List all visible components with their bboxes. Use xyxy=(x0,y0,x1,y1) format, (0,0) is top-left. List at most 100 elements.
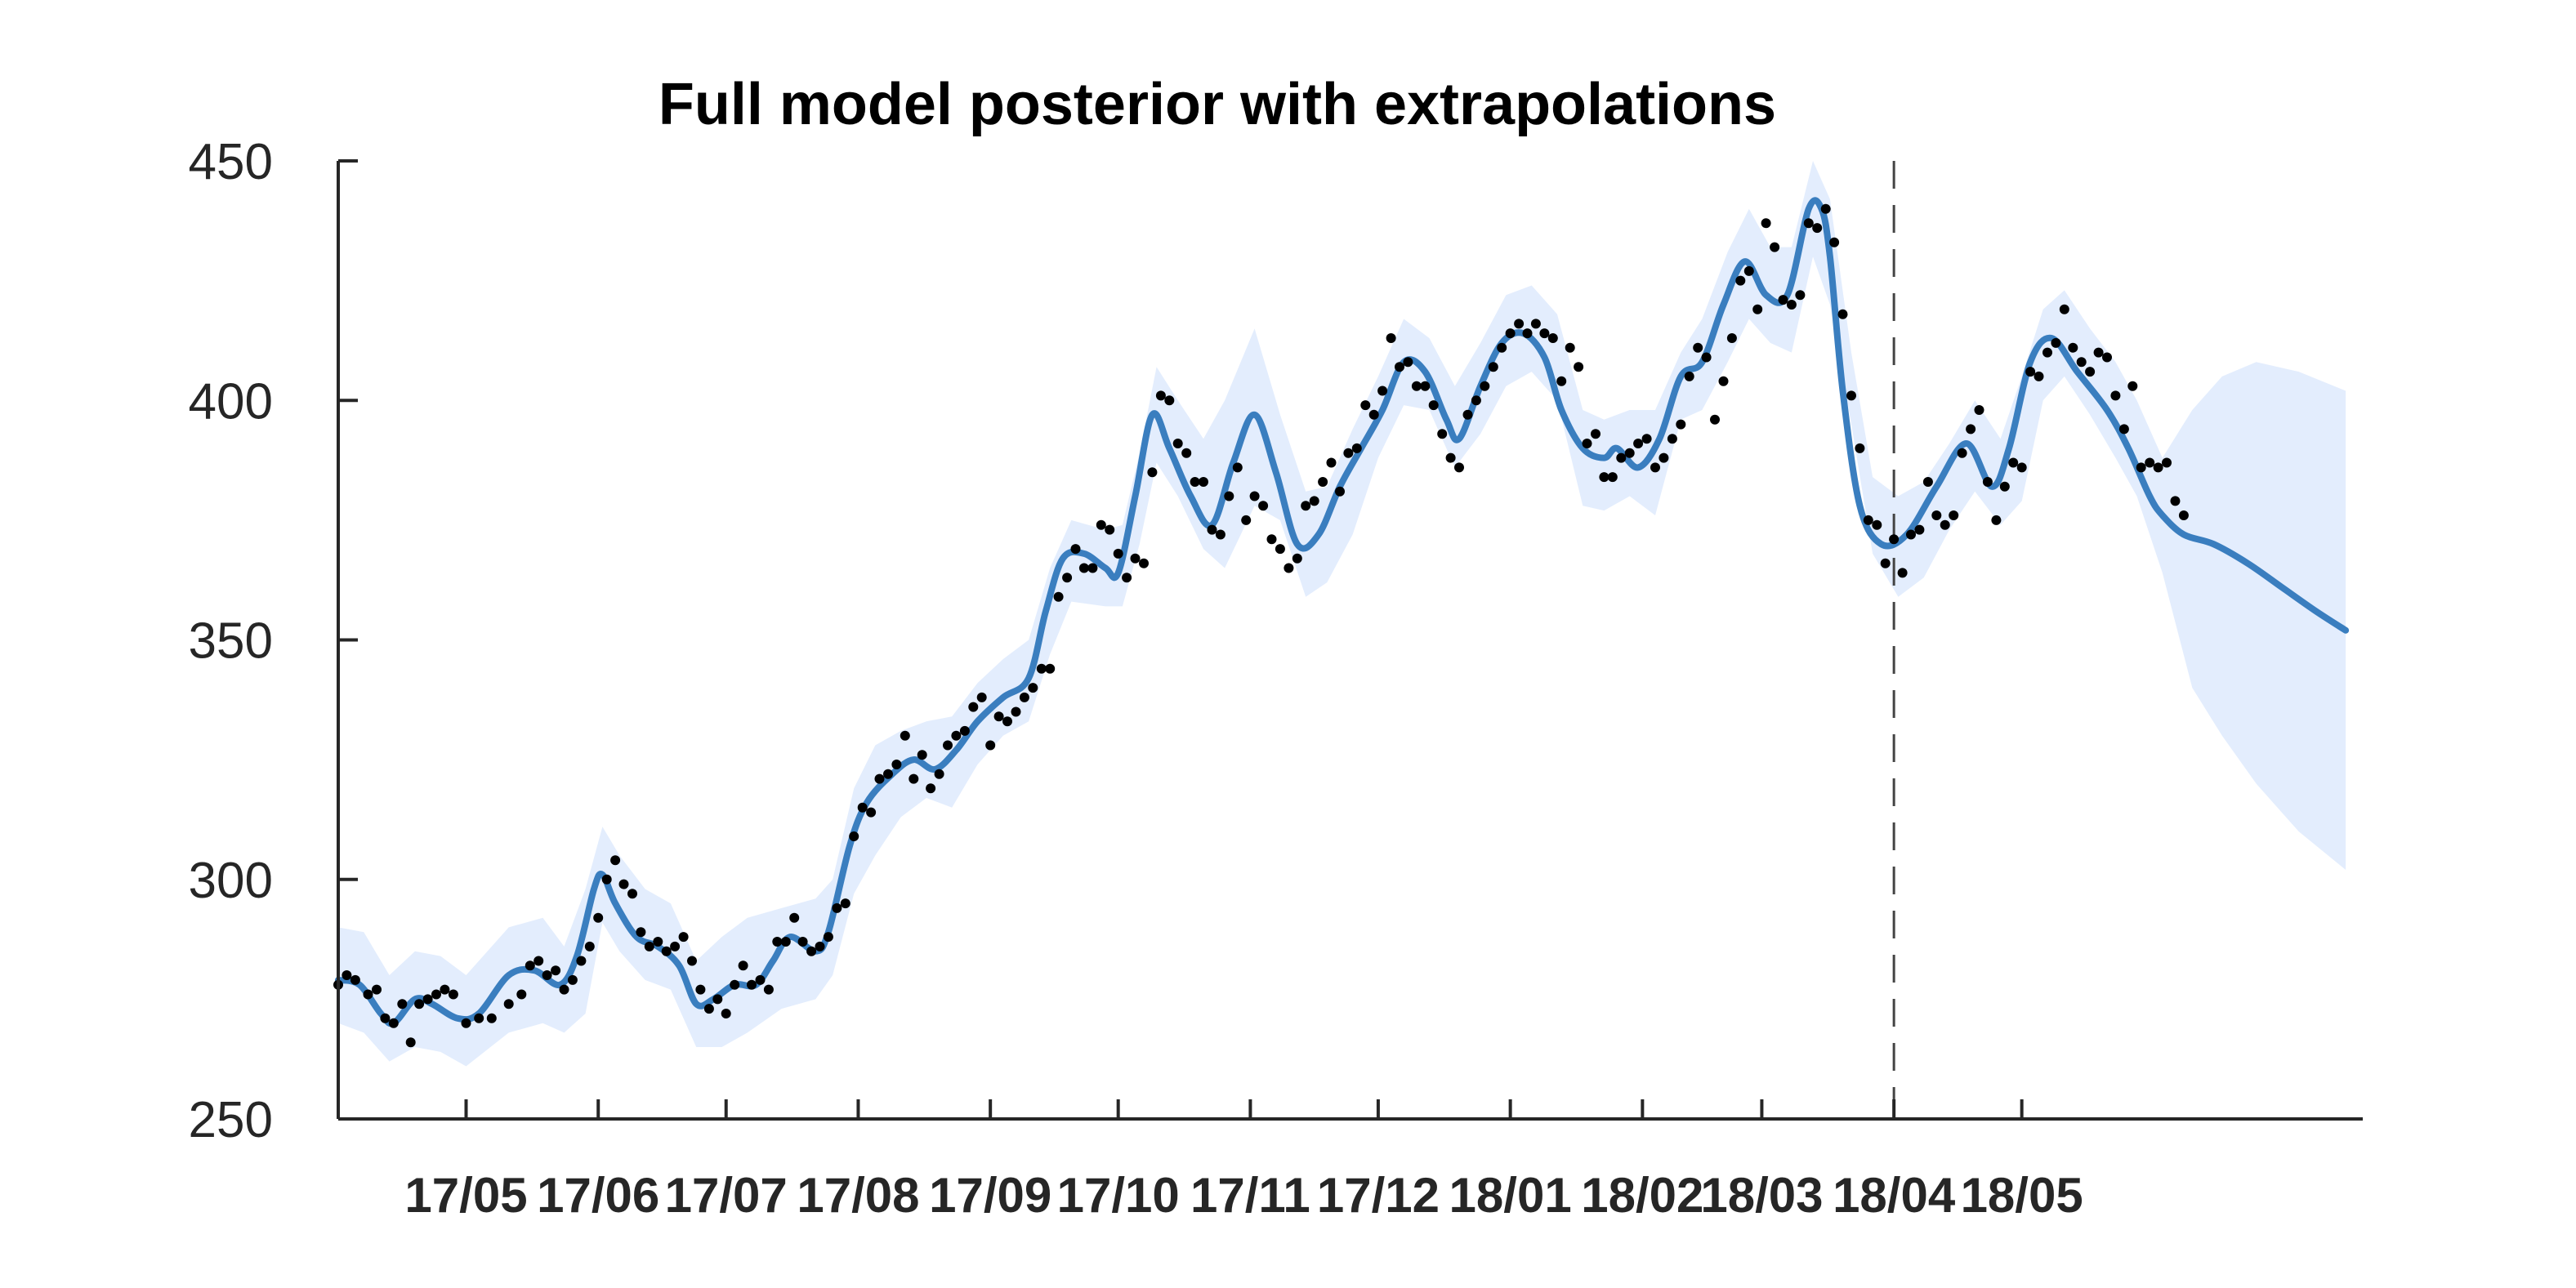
observation-point xyxy=(461,1018,471,1028)
observation-point xyxy=(2145,457,2155,468)
observation-point xyxy=(1199,477,1208,487)
observation-point xyxy=(1966,424,1976,435)
observation-point xyxy=(388,1018,399,1028)
observation-point xyxy=(1078,563,1089,573)
observation-point xyxy=(1982,477,1993,487)
observation-point xyxy=(2153,462,2163,473)
observation-point xyxy=(1855,443,1865,453)
observation-point xyxy=(1113,548,1123,559)
observation-point xyxy=(1565,342,1575,353)
observation-point xyxy=(448,989,458,1000)
observation-point xyxy=(1641,434,1652,444)
y-tick-label: 350 xyxy=(189,613,273,670)
observation-point xyxy=(380,1013,391,1023)
observation-point xyxy=(559,984,569,995)
observation-point xyxy=(1514,319,1525,329)
observation-point xyxy=(1249,491,1260,501)
observation-point xyxy=(1164,395,1175,406)
observation-point xyxy=(1812,223,1823,234)
observation-point xyxy=(797,937,808,947)
observation-point xyxy=(372,984,382,995)
observation-point xyxy=(1309,496,1319,506)
observation-point xyxy=(1922,477,1933,487)
observation-point xyxy=(593,912,604,923)
observation-point xyxy=(993,711,1004,722)
observation-point xyxy=(1292,553,1302,564)
observation-point xyxy=(703,1004,714,1014)
observation-point xyxy=(2051,337,2061,348)
observation-point xyxy=(1889,534,1900,545)
observation-point xyxy=(422,994,433,1005)
observation-point xyxy=(1019,692,1029,702)
observation-point xyxy=(2008,457,2019,468)
observation-point xyxy=(1147,467,1158,478)
observation-point xyxy=(350,974,360,985)
observation-point xyxy=(747,979,757,990)
observation-point xyxy=(1190,477,1200,487)
observation-point xyxy=(2136,462,2146,473)
observation-point xyxy=(610,855,621,866)
observation-point xyxy=(943,740,953,751)
observation-point xyxy=(503,999,514,1009)
observation-point xyxy=(601,874,612,885)
observation-point xyxy=(1667,434,1677,444)
observation-point xyxy=(1053,591,1064,602)
observation-point xyxy=(405,1037,416,1048)
observation-point xyxy=(1803,218,1814,229)
observation-point xyxy=(1343,448,1354,458)
observation-point xyxy=(1368,409,1379,420)
observation-point xyxy=(1659,452,1669,463)
observation-point xyxy=(1224,491,1234,501)
observation-point xyxy=(1999,481,2010,492)
observation-point xyxy=(1105,524,1115,535)
x-tick-label: 18/03 xyxy=(1700,1168,1823,1223)
observation-point xyxy=(951,730,962,741)
observation-point xyxy=(1428,400,1439,411)
observation-point xyxy=(661,946,672,956)
x-tick-label: 17/07 xyxy=(665,1168,788,1223)
x-tick-label: 17/08 xyxy=(797,1168,919,1223)
observation-point xyxy=(1829,237,1840,247)
observation-point xyxy=(1462,409,1473,420)
observation-point xyxy=(1002,716,1012,727)
observation-point xyxy=(1820,203,1831,214)
observation-point xyxy=(1403,357,1413,368)
observation-point xyxy=(627,889,637,899)
observation-point xyxy=(730,979,740,990)
observation-point xyxy=(1931,510,1942,520)
observation-point xyxy=(414,999,425,1009)
observation-point xyxy=(551,965,561,976)
observation-point xyxy=(1906,529,1916,540)
observation-point xyxy=(2110,390,2121,401)
x-tick-label: 18/01 xyxy=(1449,1168,1572,1223)
x-tick-label: 17/12 xyxy=(1317,1168,1440,1223)
observation-point xyxy=(1386,333,1396,343)
observation-point xyxy=(440,984,450,995)
observation-point xyxy=(1633,439,1644,448)
observation-point xyxy=(2016,462,2027,473)
observation-point xyxy=(1974,405,1984,415)
observation-point xyxy=(900,730,910,741)
observation-point xyxy=(806,946,817,956)
observation-point xyxy=(1471,395,1481,406)
observation-point xyxy=(1454,462,1464,473)
observation-point xyxy=(1752,304,1763,314)
observation-point xyxy=(653,937,663,947)
observation-point xyxy=(431,989,441,1000)
observation-point xyxy=(1351,443,1362,453)
observation-point xyxy=(2127,381,2138,391)
observation-point xyxy=(1036,663,1047,674)
observation-point xyxy=(712,994,723,1005)
observation-point xyxy=(695,984,706,995)
x-tick-label: 18/05 xyxy=(1961,1168,2083,1223)
observation-point xyxy=(1028,683,1038,693)
observation-point xyxy=(1318,477,1328,487)
observation-point xyxy=(1011,706,1021,717)
observation-point xyxy=(832,902,842,913)
observation-point xyxy=(1650,462,1660,473)
observation-point xyxy=(823,932,833,943)
observation-point xyxy=(1241,515,1252,525)
observation-point xyxy=(780,937,791,947)
observation-point xyxy=(1395,362,1404,372)
observation-point xyxy=(857,802,868,813)
